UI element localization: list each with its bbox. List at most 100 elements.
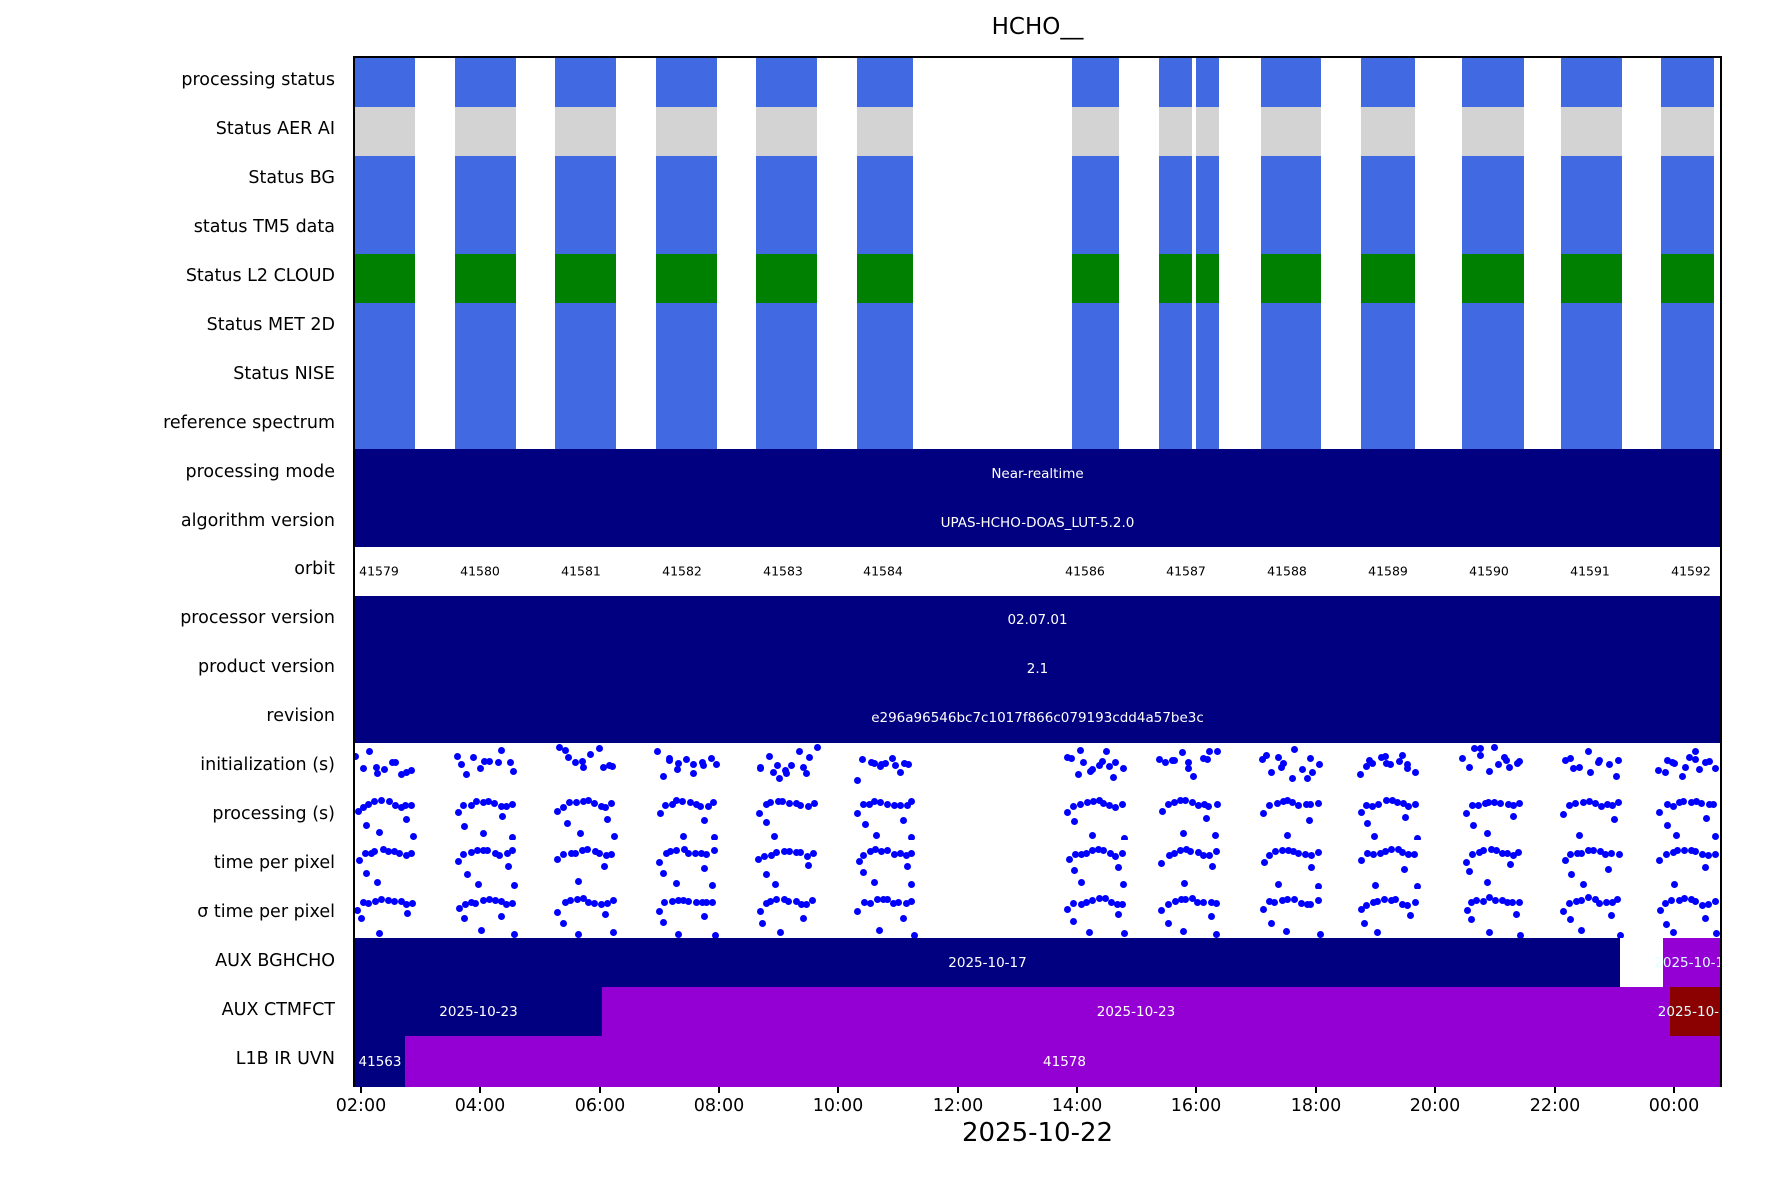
scatter-dot — [373, 764, 380, 772]
scatter-dot — [460, 915, 468, 923]
status-band — [857, 253, 913, 303]
scatter-dot — [556, 744, 564, 752]
scatter-dot — [1089, 766, 1097, 774]
row-scatter — [355, 889, 1720, 941]
scatter-dot — [673, 797, 681, 805]
scatter-dot — [1289, 798, 1297, 806]
scatter-dot — [797, 801, 805, 809]
scatter-dot — [867, 758, 875, 766]
scatter-dot — [491, 896, 499, 904]
orbit-number: 41580 — [460, 563, 500, 579]
x-tick-mark — [957, 1087, 959, 1093]
scatter-dot — [1213, 931, 1221, 939]
scatter-dot — [355, 906, 362, 914]
scatter-dot — [675, 930, 683, 938]
scatter-dot — [1083, 850, 1091, 858]
scatter-dot — [1692, 755, 1700, 763]
row-scatter — [355, 791, 1720, 843]
scatter-dot — [1473, 897, 1481, 905]
scatter-dot — [385, 896, 393, 904]
scatter-dot — [398, 771, 406, 779]
chart-title: HCHO__ — [991, 14, 1084, 40]
timeline-segment — [355, 987, 602, 1037]
status-band — [1196, 302, 1219, 352]
scatter-dot — [1584, 894, 1592, 902]
scatter-dot — [1100, 847, 1108, 855]
row-label: orbit — [294, 559, 335, 580]
status-band — [455, 351, 516, 401]
scatter-dot — [1485, 894, 1493, 902]
scatter-dot — [889, 899, 897, 907]
scatter-dot — [710, 834, 718, 841]
scatter-dot — [1493, 847, 1501, 855]
scatter-dot — [608, 850, 616, 858]
status-band — [1361, 155, 1415, 205]
scatter-dot — [1297, 900, 1305, 908]
scatter-dot — [804, 852, 812, 860]
scatter-dot — [888, 754, 896, 762]
scatter-dot — [883, 895, 891, 903]
status-band — [1196, 106, 1219, 156]
scatter-dot — [1516, 931, 1524, 939]
scatter-dot — [1283, 797, 1291, 805]
status-band — [555, 253, 616, 303]
scatter-dot — [1279, 797, 1287, 805]
scatter-dot — [860, 868, 868, 876]
scatter-dot — [692, 800, 700, 808]
scatter-dot — [891, 761, 899, 769]
x-tick-mark — [1076, 1087, 1078, 1093]
scatter-dot — [675, 759, 683, 767]
plot-area: Near-realtime UPAS-HCHO-DOAS_LUT-5.2.0 415… — [353, 56, 1722, 1087]
scatter-dot — [1201, 801, 1209, 809]
x-tick-mark — [1554, 1087, 1556, 1093]
scatter-dot — [397, 803, 405, 811]
status-band — [1196, 204, 1219, 254]
scatter-dot — [591, 899, 599, 907]
x-tick-mark — [1195, 1087, 1197, 1093]
scatter-dot — [1382, 796, 1390, 804]
x-axis-date-label: 2025-10-22 — [961, 1118, 1114, 1148]
scatter-dot — [700, 912, 708, 920]
status-band — [1361, 58, 1415, 107]
scatter-dot — [1307, 800, 1315, 808]
scatter-dot — [360, 803, 368, 811]
scatter-dot — [578, 846, 586, 854]
scatter-dot — [579, 797, 587, 805]
status-band — [756, 106, 817, 156]
scatter-dot — [1491, 799, 1499, 807]
scatter-dot — [1615, 799, 1623, 807]
scatter-dot — [591, 800, 599, 808]
scatter-dot — [498, 812, 506, 820]
scatter-dot — [1309, 769, 1317, 777]
scatter-dot — [1179, 830, 1187, 838]
scatter-dot — [559, 803, 567, 811]
status-band — [355, 400, 415, 450]
scatter-dot — [473, 798, 481, 806]
orbit-number: 41584 — [863, 563, 903, 579]
scatter-dot — [767, 897, 775, 905]
scatter-dot — [484, 797, 492, 805]
scatter-dot — [704, 803, 712, 811]
scatter-dot — [854, 777, 862, 785]
scatter-dot — [1587, 769, 1594, 777]
scatter-dot — [1510, 802, 1518, 810]
scatter-dot — [1189, 894, 1197, 902]
x-tick-label: 00:00 — [1648, 1096, 1700, 1116]
scatter-dot — [1199, 899, 1207, 907]
scatter-dot — [1459, 754, 1467, 762]
scatter-dot — [1259, 755, 1267, 763]
scatter-dot — [1295, 850, 1303, 858]
scatter-dot — [763, 818, 771, 826]
scatter-dot — [697, 803, 705, 811]
scatter-dot — [1579, 799, 1587, 807]
status-band — [1159, 106, 1192, 156]
row-bands — [355, 155, 1720, 207]
x-tick-label: 18:00 — [1290, 1096, 1342, 1116]
scatter-dot — [1076, 747, 1084, 755]
scatter-dot — [1399, 848, 1407, 856]
status-band — [355, 253, 415, 303]
scatter-dot — [902, 852, 910, 860]
status-band — [1661, 400, 1714, 450]
status-band — [1159, 351, 1192, 401]
scatter-dot — [1369, 851, 1377, 859]
